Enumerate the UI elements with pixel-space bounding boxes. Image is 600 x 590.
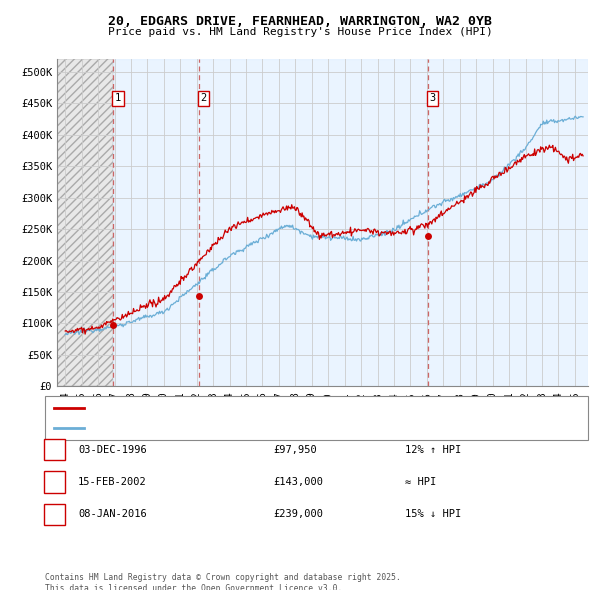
Bar [57,59,113,386]
Text: 2: 2 [200,93,207,103]
Text: 15% ↓ HPI: 15% ↓ HPI [405,510,461,519]
Text: 08-JAN-2016: 08-JAN-2016 [78,510,147,519]
Text: £239,000: £239,000 [273,510,323,519]
Bar [57,59,113,386]
Text: Contains HM Land Registry data © Crown copyright and database right 2025.
This d: Contains HM Land Registry data © Crown c… [45,573,401,590]
Text: ≈ HPI: ≈ HPI [405,477,436,487]
Text: 15-FEB-2002: 15-FEB-2002 [78,477,147,487]
Text: £97,950: £97,950 [273,445,317,454]
Text: Price paid vs. HM Land Registry's House Price Index (HPI): Price paid vs. HM Land Registry's House … [107,27,493,37]
Text: £143,000: £143,000 [273,477,323,487]
Text: 3: 3 [430,93,436,103]
Text: 1: 1 [115,93,121,103]
Text: 3: 3 [51,510,58,519]
Text: 20, EDGARS DRIVE, FEARNHEAD, WARRINGTON, WA2 0YB: 20, EDGARS DRIVE, FEARNHEAD, WARRINGTON,… [108,15,492,28]
Text: 12% ↑ HPI: 12% ↑ HPI [405,445,461,454]
Text: HPI: Average price, detached house, Warrington: HPI: Average price, detached house, Warr… [90,423,360,433]
Text: 1: 1 [51,445,58,454]
Text: 20, EDGARS DRIVE, FEARNHEAD, WARRINGTON, WA2 0YB (detached house): 20, EDGARS DRIVE, FEARNHEAD, WARRINGTON,… [90,403,472,413]
Text: 03-DEC-1996: 03-DEC-1996 [78,445,147,454]
Bar [113,59,588,386]
Text: 2: 2 [51,477,58,487]
